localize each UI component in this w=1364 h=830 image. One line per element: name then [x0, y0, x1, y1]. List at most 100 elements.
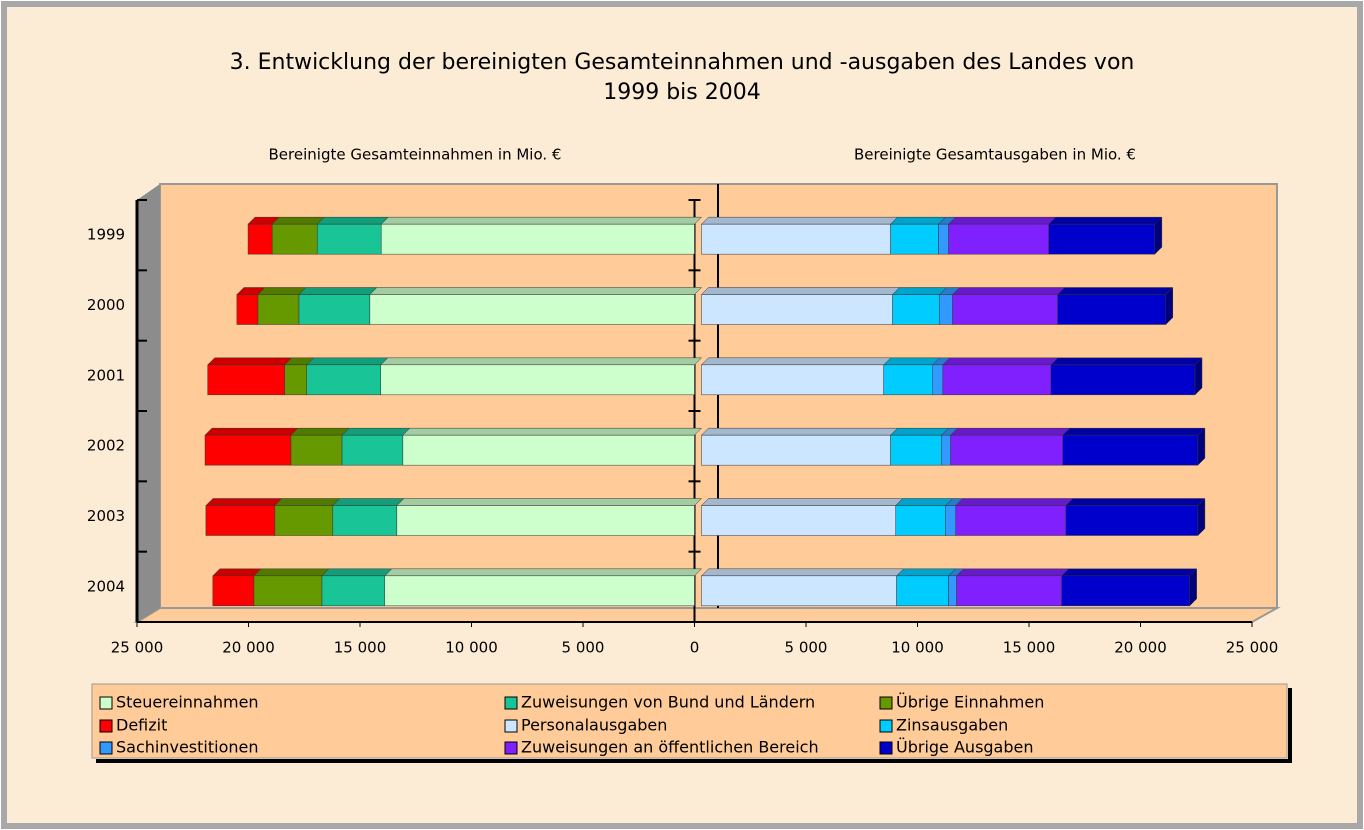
bar: [236, 294, 259, 325]
x-tick-label: 15 000: [334, 639, 387, 657]
legend-swatch: [504, 696, 518, 710]
bar: [895, 505, 946, 536]
bar: [253, 575, 323, 607]
bar: [205, 505, 276, 536]
bar: [298, 294, 371, 325]
bar: [932, 364, 944, 396]
bar-side: [1194, 357, 1203, 396]
bar-top: [205, 498, 283, 506]
bar: [380, 364, 695, 396]
legend-label: Übrige Einnahmen: [896, 693, 1044, 712]
bar: [341, 434, 404, 466]
bar: [701, 434, 891, 466]
bar: [1065, 505, 1199, 536]
bar: [890, 223, 939, 255]
bar-top: [396, 498, 703, 506]
bar: [892, 294, 940, 325]
bar: [883, 364, 934, 396]
bar-top: [384, 568, 703, 577]
y-tick-label: 1999: [87, 226, 125, 244]
bar: [938, 223, 949, 255]
bar: [257, 294, 300, 325]
legend-swatch: [879, 696, 893, 710]
bar: [701, 364, 884, 396]
bar: [939, 294, 953, 325]
bar-top: [207, 357, 293, 366]
legend-swatch: [99, 741, 113, 755]
bar: [380, 223, 695, 255]
bar-top: [1065, 498, 1206, 506]
right-label: Bereinigte Gesamtausgaben in Mio. €: [854, 146, 1136, 164]
bar-top: [369, 287, 703, 295]
bar-top: [212, 568, 262, 577]
bar-side: [1197, 427, 1206, 466]
bar-top: [700, 357, 892, 366]
bar-top: [402, 427, 703, 436]
bar: [701, 223, 891, 255]
bar: [945, 505, 956, 536]
legend-label: Zuweisungen an öffentlichen Bereich: [521, 738, 819, 757]
legend: [91, 683, 1288, 759]
bar: [396, 505, 695, 536]
bar-top: [1048, 216, 1163, 225]
legend-label: Zuweisungen von Bund und Ländern: [521, 693, 815, 712]
bar: [941, 434, 951, 466]
bar: [247, 223, 273, 255]
bar-top: [316, 216, 389, 225]
legend-swatch: [879, 741, 893, 755]
left-label: Bereinigte Gesamteinnahmen in Mio. €: [269, 146, 562, 164]
legend-label: Personalausgaben: [521, 716, 667, 735]
bar-top: [290, 427, 350, 436]
x-tick-label: 20 000: [1114, 639, 1167, 657]
bar-top: [949, 427, 1071, 436]
bar-top: [341, 427, 411, 436]
bar-top: [951, 287, 1066, 295]
bar: [701, 505, 896, 536]
bar-top: [896, 568, 957, 577]
legend-swatch: [504, 719, 518, 733]
bar-top: [700, 287, 901, 295]
bar: [701, 294, 893, 325]
bar: [207, 364, 285, 396]
bar-top: [253, 568, 330, 577]
bar-top: [700, 427, 899, 436]
bar-top: [274, 498, 341, 506]
bar-side: [1189, 568, 1197, 607]
x-tick-label: 25 000: [111, 639, 164, 657]
y-tick-label: 2001: [87, 366, 125, 384]
bar: [321, 575, 386, 607]
x-tick-label: 10 000: [445, 639, 498, 657]
bar-top: [380, 357, 703, 366]
y-tick-label: 2004: [87, 577, 125, 595]
bar-top: [1062, 427, 1206, 436]
x-tick-label: 15 000: [1003, 639, 1056, 657]
bar: [290, 434, 343, 466]
bar: [402, 434, 695, 466]
bar-top: [1061, 568, 1198, 577]
legend-label: Zinsausgaben: [896, 716, 1008, 735]
bar-side: [1197, 497, 1206, 537]
bar-top: [942, 357, 1059, 366]
legend-shadow: [96, 688, 1292, 763]
bar: [950, 434, 1064, 466]
legend-label: Defizit: [116, 716, 167, 735]
bar: [948, 575, 957, 607]
bar-top: [700, 216, 899, 225]
bar-top: [892, 287, 948, 295]
bar-top: [380, 216, 703, 225]
bar-top: [700, 498, 904, 506]
bar: [952, 294, 1058, 325]
x-tick-label: 10 000: [891, 639, 944, 657]
bar: [955, 505, 1067, 536]
bar: [369, 294, 695, 325]
bar: [942, 364, 1052, 396]
bar-top: [955, 498, 1074, 506]
bar: [204, 434, 292, 466]
floor: [133, 607, 1281, 623]
bar-side: [1165, 286, 1174, 326]
bar-side: [1154, 216, 1163, 255]
legend-swatch: [879, 719, 893, 733]
bar: [896, 575, 949, 607]
